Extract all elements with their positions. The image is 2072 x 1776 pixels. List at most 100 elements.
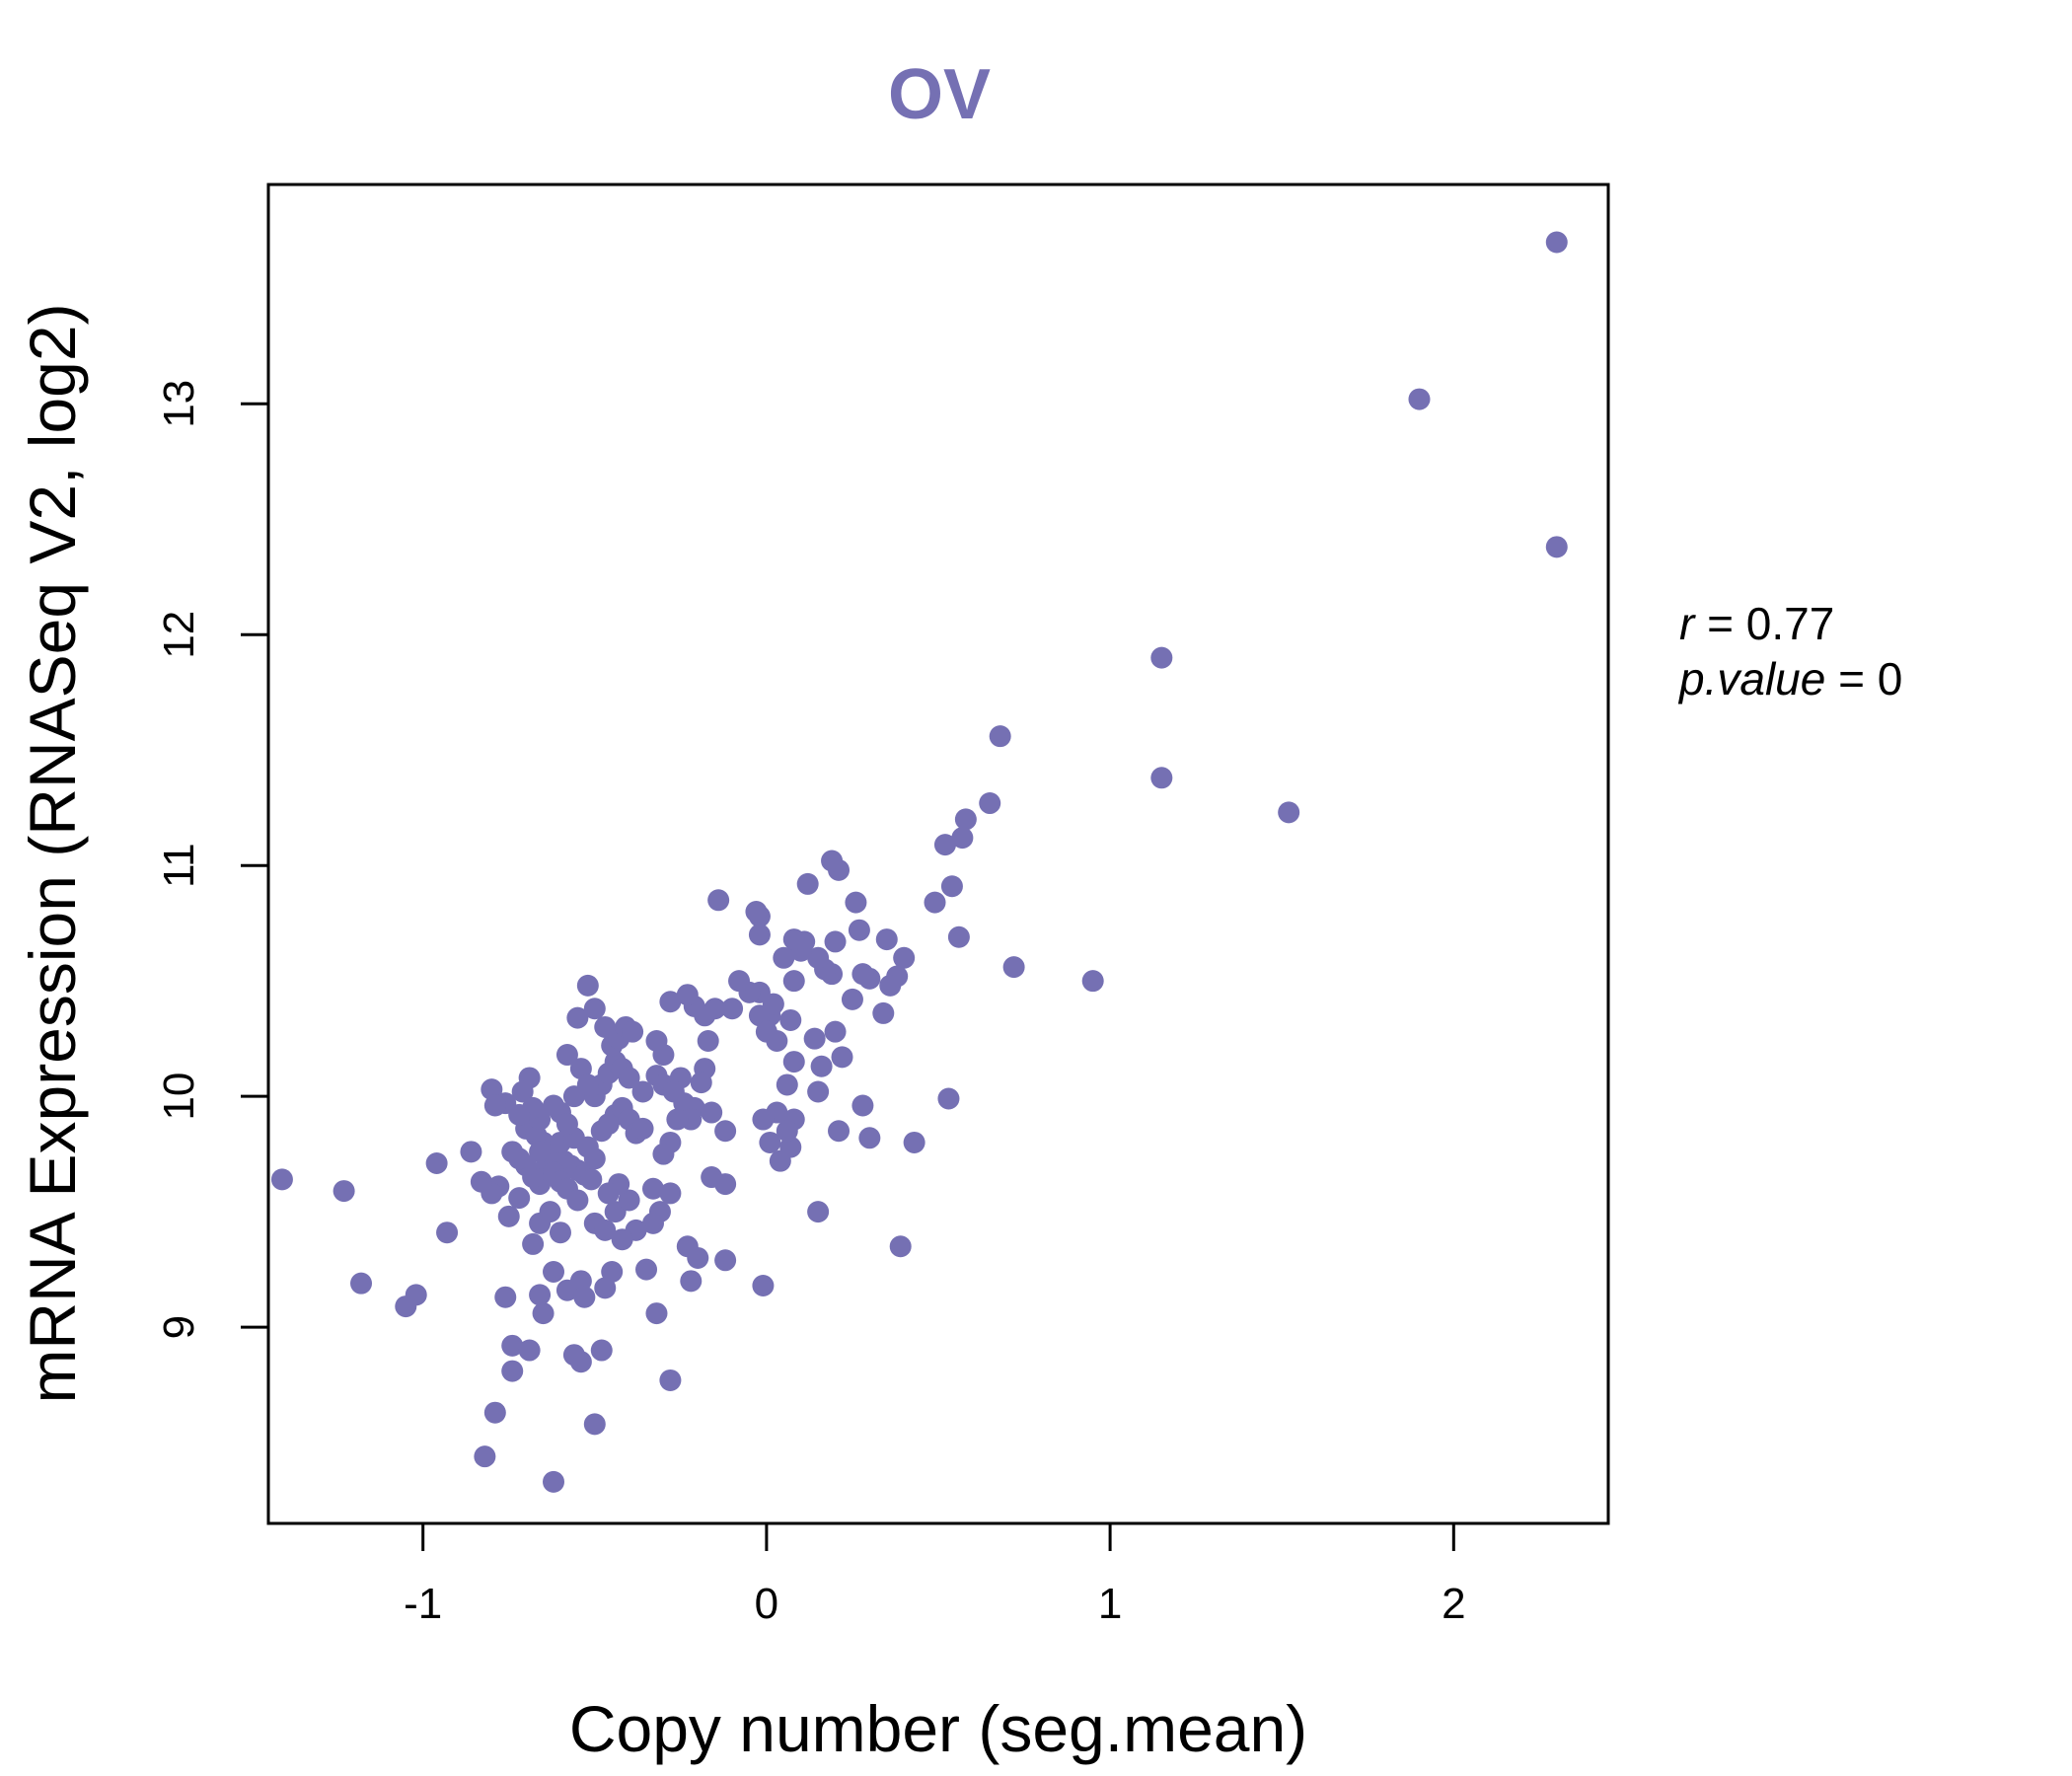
data-point: [481, 1078, 503, 1101]
y-tick-label: 11: [155, 843, 203, 888]
plot-frame: [266, 183, 1610, 1525]
data-point: [508, 1103, 531, 1126]
data-point: [652, 1143, 675, 1165]
data-point: [940, 875, 963, 898]
data-point: [875, 928, 898, 951]
data-point: [979, 792, 1001, 815]
data-point: [641, 1212, 664, 1234]
data-point: [497, 1205, 520, 1227]
data-point: [810, 1055, 833, 1077]
data-point: [690, 1072, 712, 1094]
data-point: [776, 1120, 798, 1143]
data-point: [680, 1270, 703, 1293]
data-point: [924, 891, 946, 914]
data-point: [803, 1027, 826, 1050]
data-point: [1150, 646, 1173, 669]
data-point: [851, 1094, 874, 1117]
x-axis: -1 0 1 2: [404, 1523, 1466, 1628]
data-point: [518, 1339, 541, 1362]
data-point: [893, 946, 916, 969]
data-point: [1545, 231, 1568, 254]
data-point: [824, 930, 847, 953]
data-point: [494, 1286, 517, 1308]
data-point: [848, 919, 870, 941]
y-tick-label: 12: [155, 611, 203, 659]
data-point: [395, 1295, 417, 1318]
x-tick-label: 2: [1442, 1580, 1465, 1628]
data-point: [721, 998, 744, 1020]
y-axis: 9 10 11 12 13: [155, 380, 268, 1339]
data-point: [659, 991, 682, 1013]
data-point: [508, 1187, 531, 1210]
data-point: [779, 1136, 802, 1158]
data-point: [483, 1401, 506, 1424]
data-point: [483, 1094, 506, 1117]
data-point: [501, 1141, 524, 1163]
data-point: [954, 808, 977, 831]
data-point: [831, 1046, 853, 1069]
data-point: [697, 1030, 719, 1053]
data-point: [752, 1275, 775, 1297]
data-point: [858, 1127, 881, 1149]
data-point: [851, 963, 874, 986]
data-point: [879, 974, 902, 997]
data-point: [714, 1249, 737, 1272]
x-tick-label: 0: [755, 1580, 778, 1628]
data-point: [543, 1094, 565, 1117]
data-point: [759, 1131, 781, 1153]
data-point: [549, 1221, 571, 1244]
p-value-stat: p.value = 0: [1677, 653, 1902, 704]
data-point: [580, 1168, 603, 1191]
data-point: [555, 1044, 578, 1067]
data-point: [470, 1170, 492, 1193]
data-point: [782, 928, 805, 951]
data-point: [511, 1080, 534, 1103]
data-point: [645, 1030, 668, 1053]
data-point: [807, 946, 830, 969]
data-point: [659, 1182, 682, 1205]
p-value-value: 0: [1878, 653, 1903, 704]
data-point: [773, 946, 795, 969]
data-point: [1545, 536, 1568, 558]
data-point: [933, 834, 956, 856]
data-point: [583, 998, 606, 1020]
data-point: [501, 1360, 524, 1382]
data-point: [752, 1108, 775, 1131]
y-tick-label: 10: [155, 1073, 203, 1121]
data-point: [841, 988, 863, 1010]
data-point: [872, 1001, 895, 1024]
y-axis-label: mRNA Expression (RNASeq V2, log2): [16, 303, 89, 1403]
data-point: [701, 1166, 723, 1189]
data-point: [622, 1020, 644, 1043]
data-point: [676, 984, 699, 1006]
data-point: [436, 1221, 459, 1244]
data-point: [748, 924, 771, 946]
data-point: [707, 889, 730, 912]
data-point: [824, 1020, 847, 1043]
data-point: [821, 850, 844, 872]
data-point: [333, 1180, 355, 1203]
data-point: [635, 1258, 658, 1281]
data-point: [566, 1006, 589, 1029]
data-point: [543, 1470, 565, 1493]
x-tick-label: 1: [1098, 1580, 1122, 1628]
correlation-stats: r = 0.77 p.value = 0: [1677, 598, 1902, 704]
data-point: [460, 1141, 482, 1163]
y-tick-label: 13: [155, 380, 203, 428]
data-point: [687, 1246, 709, 1269]
data-point: [666, 1108, 689, 1131]
data-point: [611, 1228, 633, 1251]
data-point: [474, 1445, 496, 1468]
data-point: [989, 725, 1011, 748]
data-point: [573, 1286, 596, 1308]
data-point: [555, 1113, 578, 1136]
data-point: [903, 1131, 925, 1153]
data-point: [594, 1015, 617, 1038]
data-point: [701, 1101, 723, 1124]
data-point: [562, 1344, 585, 1367]
data-point: [597, 1182, 620, 1205]
data-point: [594, 1219, 617, 1241]
data-point: [543, 1260, 565, 1283]
data-point: [937, 1087, 960, 1110]
data-point: [947, 925, 970, 948]
